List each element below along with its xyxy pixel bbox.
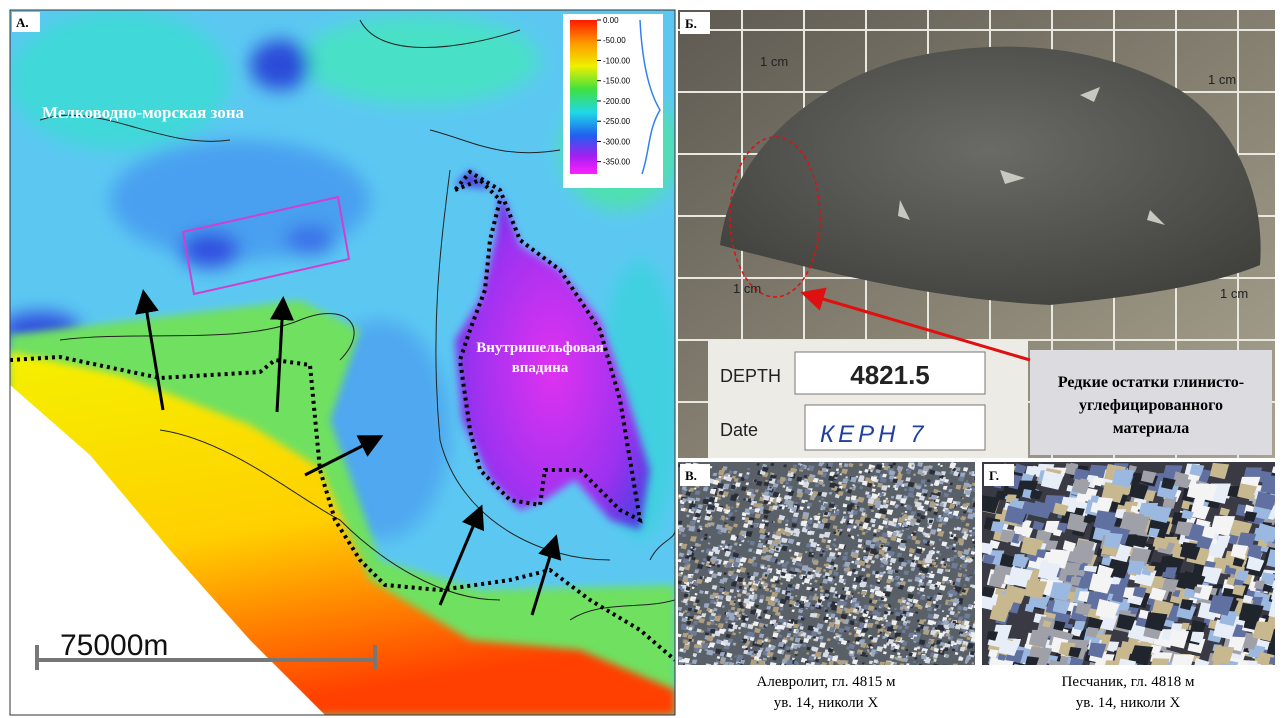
grid-label: 1 cm — [1220, 286, 1248, 301]
grain — [756, 665, 763, 671]
zone-label: Мелководно-морская зона — [42, 103, 245, 122]
panel-label: В. — [685, 468, 697, 483]
depression-label: Внутришельфовая — [476, 340, 604, 356]
grain — [1025, 656, 1039, 668]
depth-label: DEPTH — [720, 366, 781, 386]
grain — [879, 662, 885, 667]
callout-text: углефицированного — [1079, 397, 1223, 414]
grain — [885, 661, 891, 666]
date-label: Date — [720, 420, 758, 440]
colorbar: 0.00 -50.00 -100.00 -150.00 -200.00 -250.00 -3… — [563, 14, 663, 188]
grain — [899, 664, 904, 668]
colorbar-label: -200.00 — [603, 97, 631, 106]
grain — [713, 662, 718, 666]
caption: Песчаник, гл. 4818 м — [1062, 674, 1195, 690]
grain — [938, 665, 943, 669]
grain — [952, 664, 957, 668]
grain — [685, 665, 691, 670]
grid-label: 1 cm — [733, 281, 761, 296]
map-panel: 75000m Мелководно-морская зона Внутришел… — [0, 10, 680, 715]
caption: ув. 14, николи X — [774, 695, 879, 711]
grain — [1069, 658, 1084, 671]
thin-section: В. — [677, 462, 981, 671]
grain — [1256, 663, 1276, 680]
callout-text: материала — [1113, 420, 1190, 437]
colorbar-label: -50.00 — [603, 36, 626, 45]
grain — [1011, 664, 1033, 683]
colorbar-label: -250.00 — [603, 117, 631, 126]
grain — [1170, 654, 1194, 674]
grain — [974, 664, 977, 667]
grain — [811, 664, 814, 667]
grain — [678, 665, 683, 669]
grain — [1199, 665, 1224, 686]
depression-label: впадина — [512, 360, 569, 376]
grain — [678, 662, 683, 666]
colorbar-label: -150.00 — [603, 77, 631, 86]
grain — [1149, 658, 1169, 675]
depth-value: 4821.5 — [850, 360, 930, 390]
thin-section: Г. — [979, 462, 1282, 686]
colorbar-label: -100.00 — [603, 56, 631, 65]
date-value: КЕРН 7 — [820, 421, 928, 448]
photo-panel: DEPTH 4821.5 Date КЕРН 7 1 cm 1 cm 1 cm … — [678, 10, 1275, 458]
grid-label: 1 cm — [760, 54, 788, 69]
grain — [724, 662, 729, 666]
grain — [918, 663, 922, 666]
panel-label: А. — [16, 15, 29, 30]
grain — [942, 665, 948, 670]
scale-label: 75000m — [60, 629, 168, 662]
caption: ув. 14, николи X — [1076, 695, 1181, 711]
figure: 75000m Мелководно-морская зона Внутришел… — [0, 0, 1282, 718]
grain — [814, 663, 820, 668]
grain — [705, 663, 711, 668]
caption: Алевролит, гл. 4815 м — [757, 674, 896, 690]
grain — [764, 664, 767, 666]
grain — [1224, 664, 1248, 684]
callout-text: Редкие остатки глинисто- — [1058, 374, 1244, 391]
grain — [1019, 663, 1044, 684]
grid-label: 1 cm — [1208, 72, 1236, 87]
grain — [906, 663, 910, 666]
colorbar-label: 0.00 — [603, 16, 619, 25]
grain — [735, 663, 740, 668]
colorbar-label: -350.00 — [603, 158, 631, 167]
panel-label: Г. — [989, 468, 999, 483]
colorbar-label: -300.00 — [603, 137, 631, 146]
panel-label: Б. — [685, 16, 697, 31]
